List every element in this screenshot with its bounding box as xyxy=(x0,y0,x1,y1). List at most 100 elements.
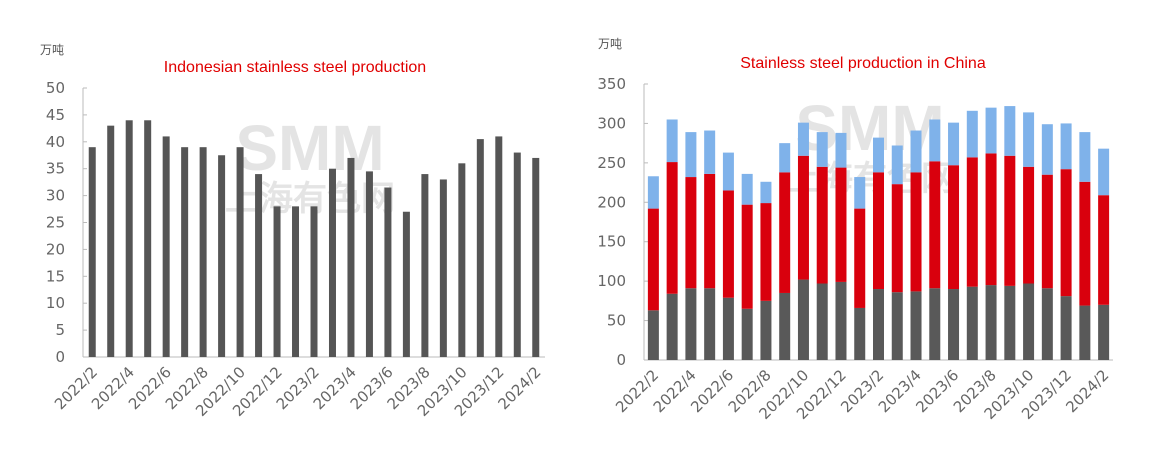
y-tick-label: 50 xyxy=(46,79,65,97)
bar-segment xyxy=(929,161,941,289)
y-tick-label: 50 xyxy=(607,312,626,330)
bar-segment xyxy=(1098,304,1110,360)
bar-segment xyxy=(666,293,678,360)
bar-segment xyxy=(816,166,828,284)
y-tick-label: 150 xyxy=(597,233,626,251)
bar-segment xyxy=(647,208,659,311)
bar xyxy=(292,206,300,357)
bar-segment xyxy=(722,190,734,298)
bar-segment xyxy=(985,285,997,360)
bar-segment xyxy=(910,130,922,173)
y-axis-unit: 万吨 xyxy=(40,43,64,57)
bar-segment xyxy=(873,289,884,360)
bar xyxy=(144,120,152,357)
bar xyxy=(365,171,373,357)
bar-segment xyxy=(891,292,903,360)
bar-segment xyxy=(835,167,847,282)
y-tick-label: 5 xyxy=(55,321,65,339)
bar xyxy=(439,179,447,357)
bar xyxy=(218,155,226,357)
y-tick-label: 100 xyxy=(597,272,626,290)
bar-segment xyxy=(1041,124,1053,175)
bar-segment xyxy=(891,145,903,185)
bar-segment xyxy=(854,177,866,209)
bar-segment xyxy=(1098,195,1110,305)
bar-segment xyxy=(722,297,734,360)
bar xyxy=(328,168,336,357)
bar-segment xyxy=(685,288,697,360)
bar-segment xyxy=(929,288,941,360)
bar-segment xyxy=(722,152,734,191)
bar-segment xyxy=(1060,296,1072,360)
bar-segment xyxy=(779,172,791,293)
bar xyxy=(421,174,429,357)
bar-segment xyxy=(966,110,978,158)
y-tick-label: 40 xyxy=(46,133,65,151)
bar-segment xyxy=(1023,112,1035,167)
bar xyxy=(125,120,133,357)
bar-segment xyxy=(854,208,866,308)
bar-segment xyxy=(985,153,997,286)
bar-segment xyxy=(760,203,772,301)
bar-segment xyxy=(1004,155,1016,286)
bar xyxy=(310,206,318,357)
bar xyxy=(458,163,466,357)
bar xyxy=(199,147,207,357)
bar xyxy=(162,136,170,357)
y-tick-label: 30 xyxy=(46,187,65,205)
bar-segment xyxy=(816,132,828,167)
bar-segment xyxy=(704,130,716,174)
bar-segment xyxy=(741,308,753,360)
bar-segment xyxy=(1079,132,1091,182)
bar-segment xyxy=(816,283,828,360)
bar xyxy=(402,211,410,357)
bar-segment xyxy=(929,119,941,162)
bar-segment xyxy=(1041,288,1053,360)
bar xyxy=(476,139,484,357)
bar-segment xyxy=(741,204,753,309)
bar xyxy=(347,157,355,357)
chart-title: Indonesian stainless steel production xyxy=(164,59,426,76)
bar-segment xyxy=(835,132,847,168)
bar-segment xyxy=(1060,169,1072,297)
bar xyxy=(273,206,281,357)
bar-segment xyxy=(948,122,960,166)
bar-segment xyxy=(1079,305,1091,360)
x-tick-label: 2024/2 xyxy=(1062,366,1112,416)
bar-segment xyxy=(741,173,753,205)
y-tick-label: 10 xyxy=(46,294,65,312)
bar xyxy=(532,157,540,357)
bar-segment xyxy=(1041,174,1053,289)
y-tick-label: 300 xyxy=(597,114,626,132)
y-tick-label: 0 xyxy=(616,351,626,369)
bar-segment xyxy=(891,184,903,293)
y-axis-unit: 万吨 xyxy=(598,37,622,51)
bar-segment xyxy=(779,143,791,173)
bar-segment xyxy=(985,107,997,154)
bar xyxy=(384,187,392,357)
bar-segment xyxy=(910,172,922,292)
bar-segment xyxy=(966,286,978,360)
bar xyxy=(181,147,189,357)
y-tick-label: 25 xyxy=(46,214,65,232)
bar-segment xyxy=(910,291,922,360)
bar-segment xyxy=(666,119,678,163)
bar-segment xyxy=(779,292,791,360)
watermark-text: 上海有色网 xyxy=(785,160,955,198)
y-tick-label: 20 xyxy=(46,240,65,258)
bar-segment xyxy=(704,173,716,289)
y-tick-label: 250 xyxy=(597,154,626,172)
y-tick-label: 0 xyxy=(55,348,65,366)
bar xyxy=(513,152,521,357)
y-tick-label: 45 xyxy=(46,106,65,124)
bar-segment xyxy=(1060,123,1072,170)
bar-segment xyxy=(760,300,772,360)
bar-segment xyxy=(873,172,884,290)
bar-segment xyxy=(760,181,772,204)
bar-segment xyxy=(704,288,716,360)
y-tick-label: 200 xyxy=(597,193,626,211)
y-tick-label: 350 xyxy=(597,75,626,93)
bar xyxy=(495,136,503,357)
bar-segment xyxy=(1023,166,1035,284)
